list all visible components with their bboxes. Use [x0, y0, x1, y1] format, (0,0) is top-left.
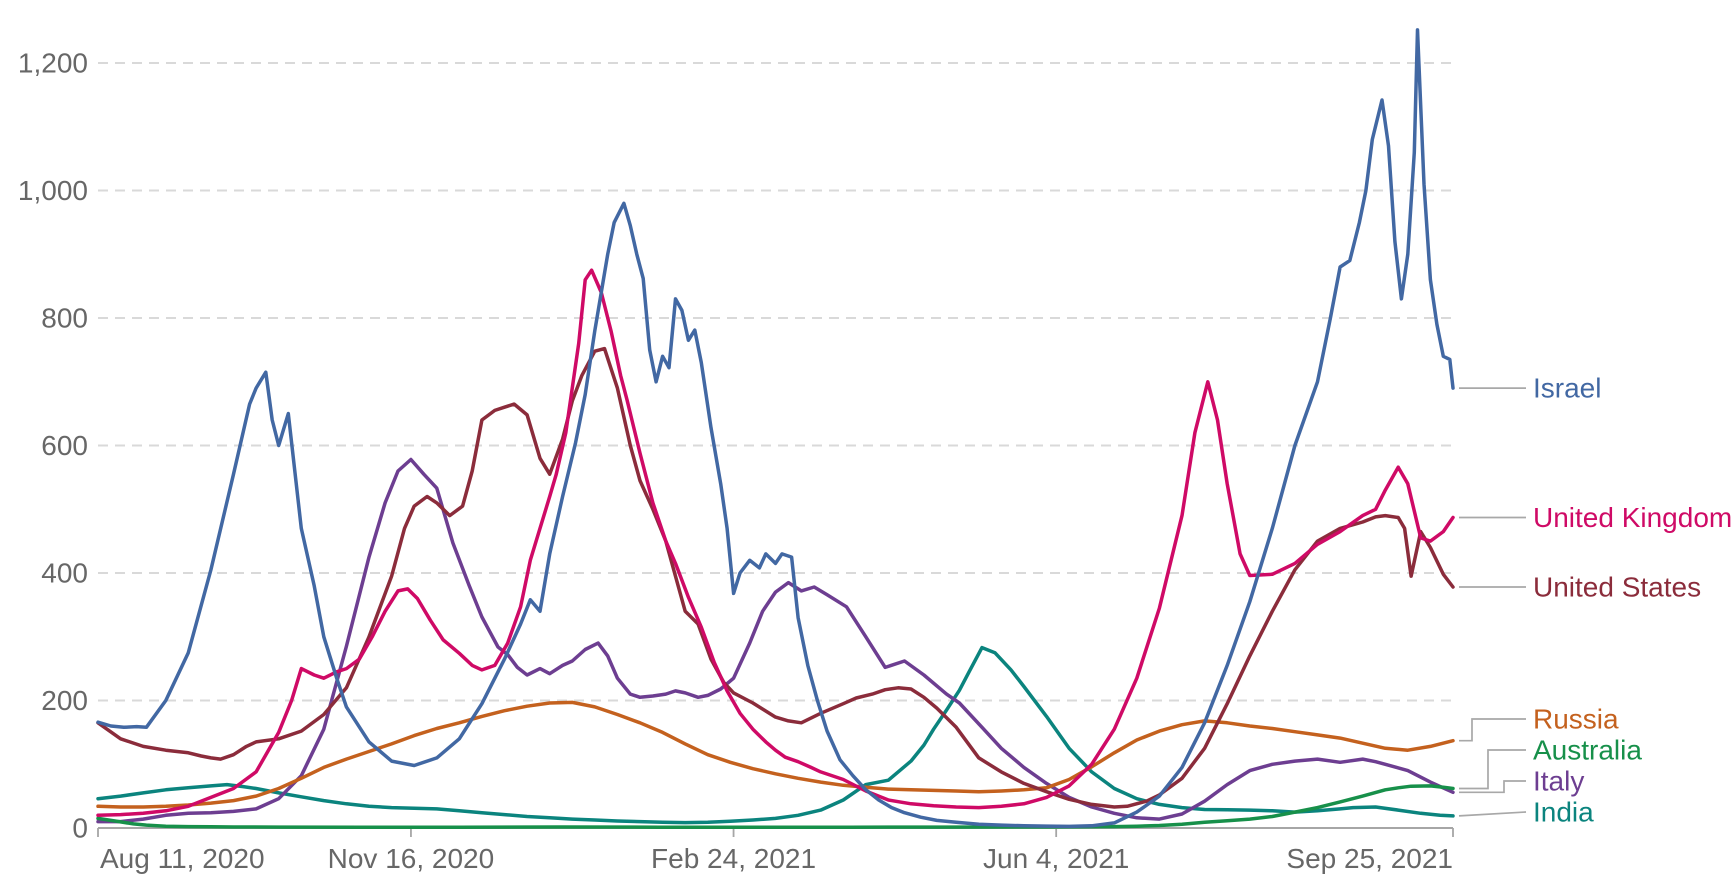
legend-label-russia[interactable]: Russia: [1533, 704, 1619, 735]
legend-connector-italy: [1459, 780, 1526, 794]
x-tick-label-feb-24,-2021: Feb 24, 2021: [651, 843, 816, 874]
legend-connector-india: [1458, 811, 1527, 817]
x-axis: Aug 11, 2020 Nov 16, 2020 Feb 24, 2021 Jun …: [97, 827, 1454, 874]
x-tick-label-sep-25,-2021: Sep 25, 2021: [1286, 843, 1453, 874]
series-line-italy[interactable]: [96, 457, 1455, 824]
y-tick-label-600: 600: [41, 430, 88, 461]
y-tick-labels: 0 200 400 600 800 1,000 1,200: [18, 48, 88, 844]
series-line-russia[interactable]: [96, 700, 1455, 809]
legend-label-india[interactable]: India: [1533, 797, 1594, 828]
series-line-australia[interactable]: [96, 784, 1455, 829]
legend-connector-australia: [1459, 749, 1526, 790]
y-tick-label-400: 400: [41, 558, 88, 589]
series-line-united-kingdom[interactable]: [96, 268, 1455, 818]
series-lines: [96, 28, 1455, 829]
legend-connector-russia: [1459, 718, 1526, 742]
legend-label-israel[interactable]: Israel: [1533, 373, 1601, 404]
legend-label-united-states[interactable]: United States: [1533, 572, 1701, 603]
y-tick-label-0: 0: [72, 813, 88, 844]
legend-label-italy[interactable]: Italy: [1533, 766, 1584, 797]
y-tick-label-1000: 1,000: [18, 175, 88, 206]
y-tick-label-1200: 1,200: [18, 48, 88, 79]
x-tick-label-jun-4,-2021: Jun 4, 2021: [983, 843, 1129, 874]
series-line-india[interactable]: [96, 645, 1455, 825]
series-line-israel[interactable]: [96, 28, 1455, 829]
x-tick-label-nov-16,-2020: Nov 16, 2020: [328, 843, 495, 874]
y-tick-label-800: 800: [41, 303, 88, 334]
x-tick-label-aug-11,-2020: Aug 11, 2020: [100, 843, 265, 874]
y-tick-label-200: 200: [41, 685, 88, 716]
series-line-united-states[interactable]: [96, 346, 1455, 809]
legend-label-united-kingdom[interactable]: United Kingdom: [1533, 502, 1732, 533]
legend-label-australia[interactable]: Australia: [1533, 735, 1642, 766]
